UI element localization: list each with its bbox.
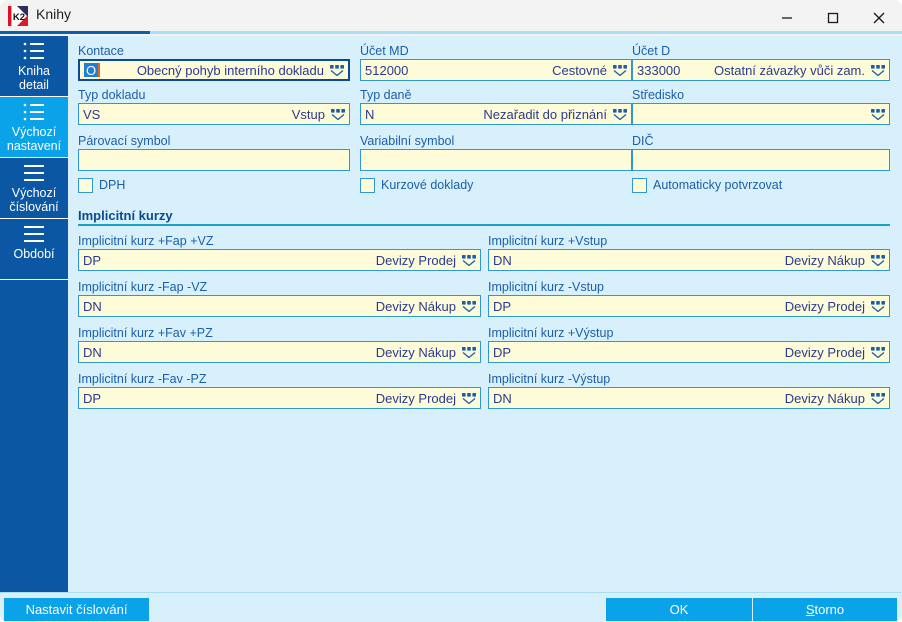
svg-text:K2: K2: [13, 12, 25, 23]
